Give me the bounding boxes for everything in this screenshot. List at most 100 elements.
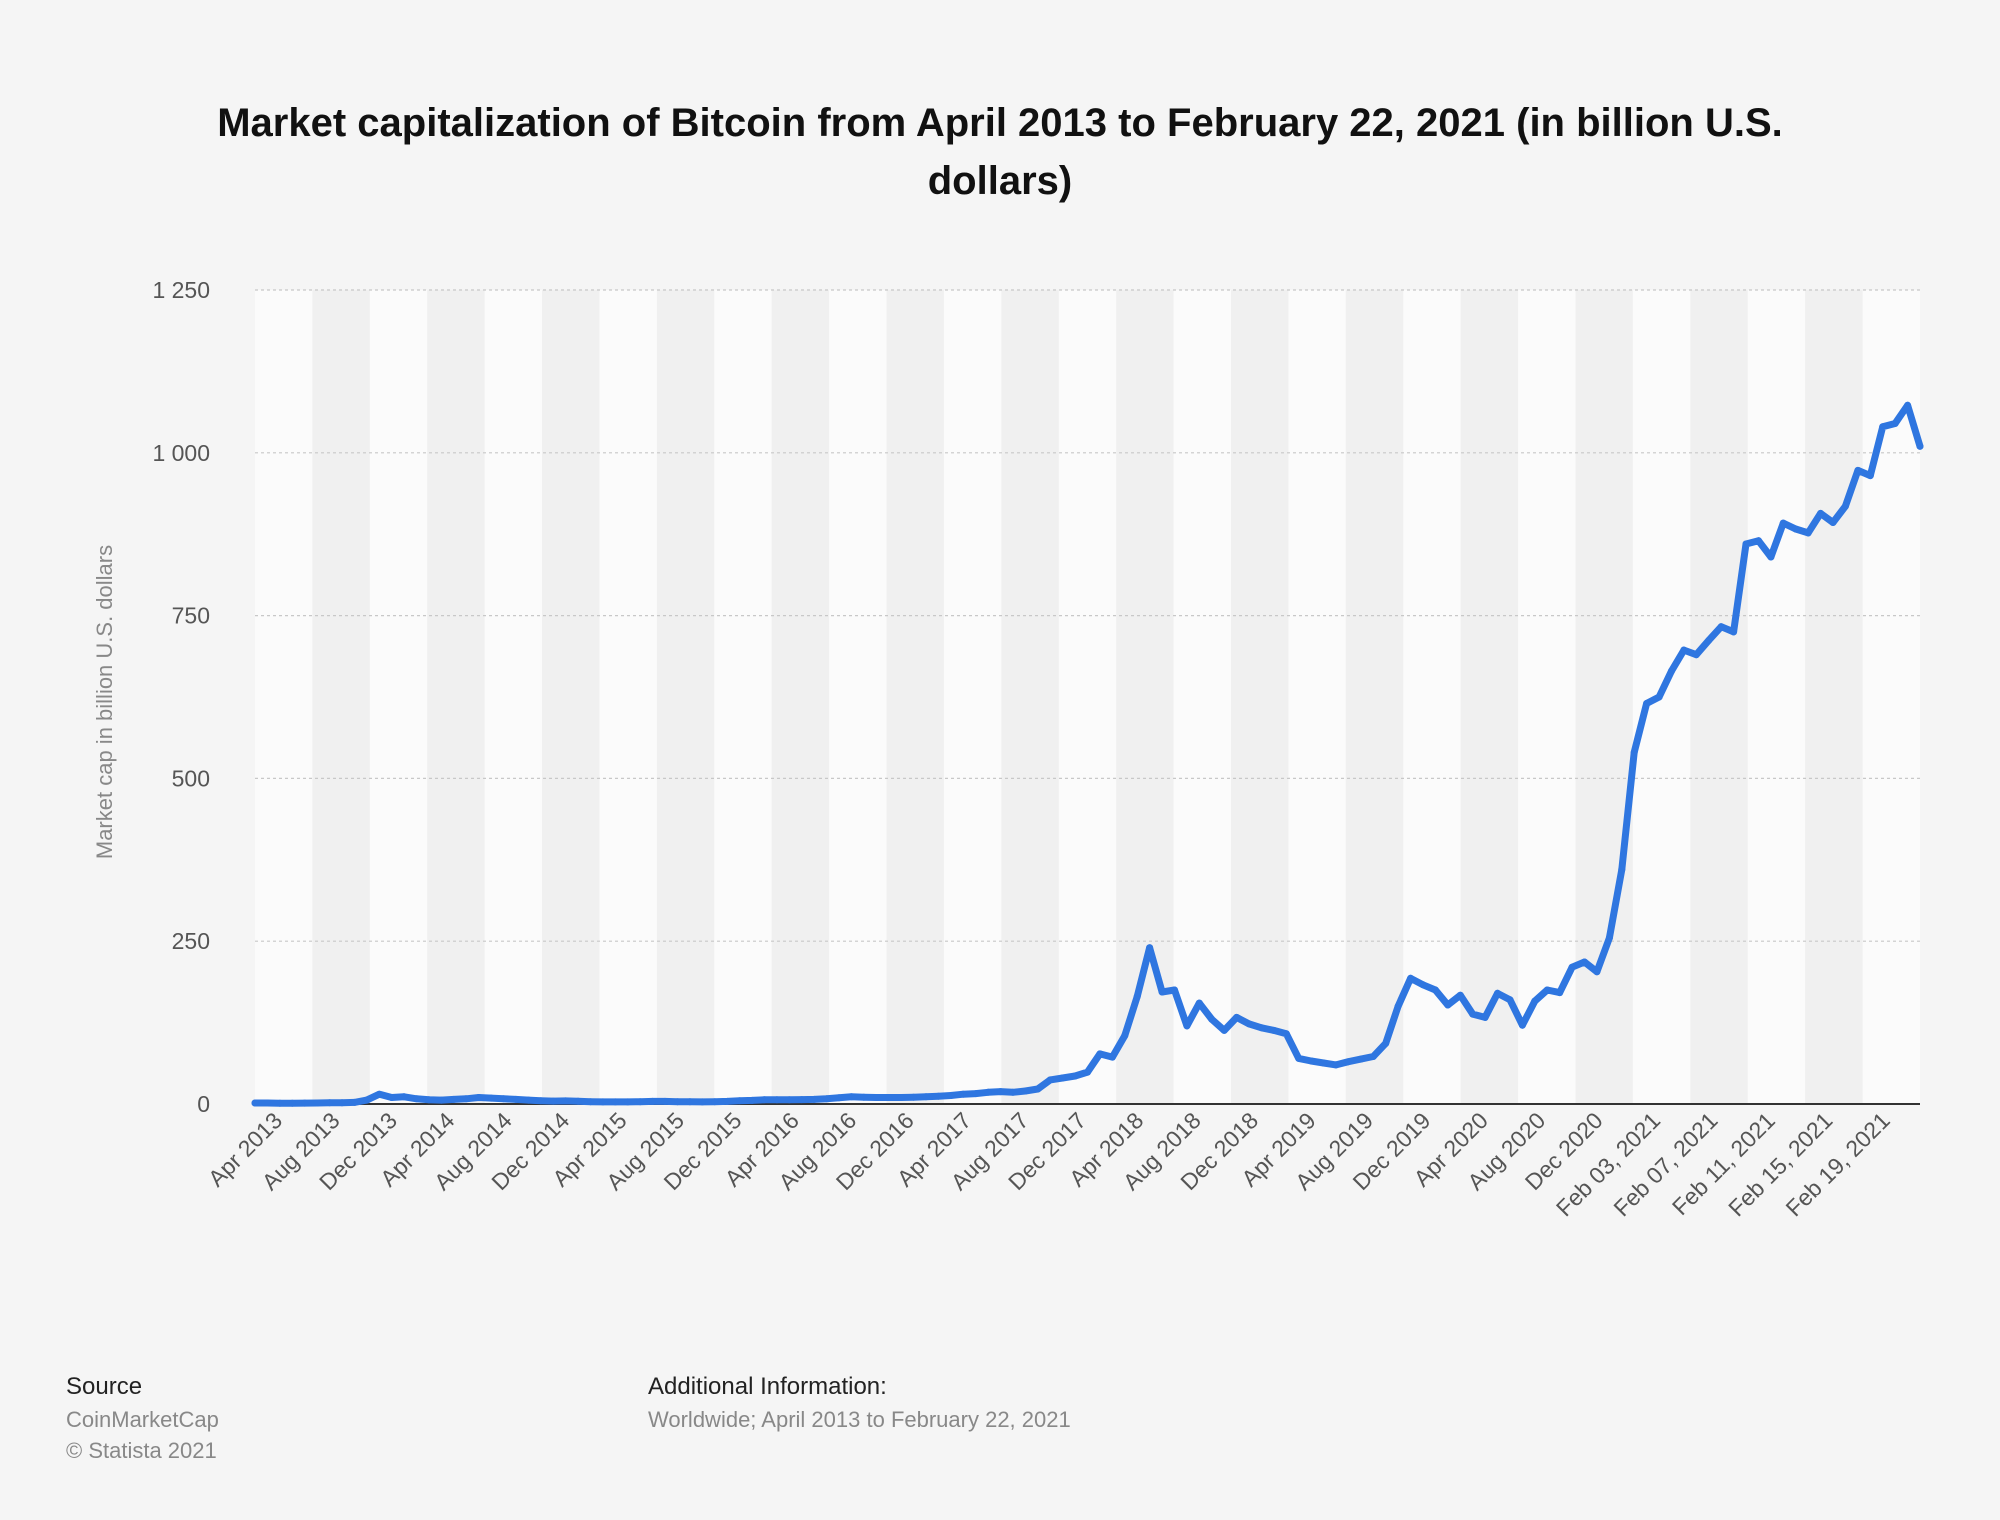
data-point bbox=[1531, 997, 1539, 1005]
data-point bbox=[413, 1095, 420, 1103]
background-band bbox=[369, 290, 428, 1104]
data-point bbox=[1494, 989, 1501, 997]
data-point bbox=[1071, 1072, 1079, 1080]
data-point bbox=[1332, 1061, 1340, 1069]
background-band bbox=[312, 290, 370, 1104]
data-point bbox=[450, 1095, 458, 1103]
data-point bbox=[785, 1096, 793, 1104]
data-point bbox=[661, 1097, 669, 1105]
data-point bbox=[375, 1090, 383, 1098]
data-point bbox=[1133, 993, 1141, 1001]
data-point bbox=[1481, 1013, 1489, 1021]
data-point bbox=[1866, 472, 1874, 480]
data-point bbox=[562, 1097, 570, 1105]
data-point bbox=[1717, 623, 1725, 631]
data-point bbox=[1183, 1022, 1191, 1030]
data-point bbox=[611, 1098, 619, 1106]
data-point bbox=[997, 1088, 1004, 1096]
data-point bbox=[760, 1096, 768, 1104]
data-point bbox=[1245, 1020, 1253, 1028]
data-point bbox=[363, 1096, 371, 1104]
data-point bbox=[1258, 1024, 1265, 1032]
background-band bbox=[1116, 290, 1174, 1104]
chart-title: Market capitalization of Bitcoin from Ap… bbox=[217, 101, 1783, 203]
y-axis-ticks: 0 250 500 750 1 000 1 250 bbox=[152, 277, 210, 1117]
data-point bbox=[1655, 693, 1663, 701]
data-point bbox=[1121, 1032, 1129, 1040]
data-point bbox=[1220, 1026, 1228, 1034]
data-point bbox=[959, 1090, 967, 1098]
data-point bbox=[437, 1096, 445, 1104]
data-point bbox=[1817, 509, 1825, 517]
background-band bbox=[427, 290, 485, 1104]
background-band bbox=[1518, 290, 1576, 1104]
data-point bbox=[649, 1097, 657, 1105]
series-group bbox=[251, 401, 1924, 1107]
source-name[interactable]: CoinMarketCap bbox=[66, 1407, 219, 1432]
data-point bbox=[1556, 989, 1564, 997]
data-point bbox=[1394, 1002, 1402, 1010]
data-point bbox=[1605, 934, 1613, 942]
data-point bbox=[475, 1094, 483, 1101]
y-tick-label: 750 bbox=[172, 603, 210, 629]
data-point bbox=[500, 1095, 507, 1103]
y-tick-label: 250 bbox=[172, 928, 210, 954]
data-point bbox=[1916, 442, 1924, 450]
background-band bbox=[1575, 290, 1633, 1104]
data-point bbox=[549, 1097, 557, 1105]
data-point bbox=[823, 1095, 831, 1103]
data-point bbox=[1593, 968, 1601, 976]
data-point bbox=[748, 1096, 756, 1104]
data-point bbox=[1730, 628, 1738, 636]
data-point bbox=[338, 1099, 346, 1107]
data-point bbox=[599, 1098, 607, 1106]
background-band bbox=[1747, 290, 1806, 1104]
data-point bbox=[288, 1099, 296, 1107]
data-point bbox=[773, 1096, 781, 1104]
data-point bbox=[1456, 991, 1464, 999]
data-point bbox=[1021, 1087, 1029, 1095]
data-point bbox=[711, 1098, 719, 1106]
data-point bbox=[487, 1094, 495, 1102]
data-point bbox=[624, 1098, 632, 1106]
data-point bbox=[251, 1099, 259, 1107]
additional-info-heading: Additional Information: bbox=[648, 1373, 887, 1400]
gridlines bbox=[255, 289, 1920, 942]
data-point bbox=[1705, 636, 1713, 644]
copyright-text: © Statista 2021 bbox=[66, 1438, 217, 1463]
data-point bbox=[425, 1096, 433, 1104]
data-point bbox=[723, 1097, 731, 1105]
data-point bbox=[388, 1094, 396, 1101]
data-point bbox=[810, 1095, 818, 1103]
background-band bbox=[599, 290, 657, 1104]
background-band bbox=[829, 290, 887, 1104]
data-point bbox=[1046, 1076, 1054, 1084]
background-band bbox=[255, 290, 313, 1104]
data-point bbox=[1568, 963, 1576, 971]
background-band bbox=[771, 290, 830, 1104]
data-point bbox=[1307, 1057, 1315, 1065]
data-point bbox=[1692, 651, 1700, 659]
data-point bbox=[400, 1093, 408, 1101]
data-point bbox=[984, 1088, 992, 1096]
data-point bbox=[1344, 1058, 1352, 1066]
data-point bbox=[350, 1098, 358, 1106]
data-point bbox=[922, 1093, 930, 1101]
data-point bbox=[1804, 529, 1812, 537]
data-point bbox=[1431, 986, 1439, 994]
background-band bbox=[1690, 290, 1748, 1104]
additional-info-text: Worldwide; April 2013 to February 22, 20… bbox=[648, 1407, 1071, 1432]
background-bands bbox=[255, 290, 1920, 1104]
data-point bbox=[698, 1098, 706, 1106]
data-point bbox=[1792, 525, 1800, 533]
background-band bbox=[1345, 290, 1404, 1104]
background-band bbox=[943, 290, 1002, 1104]
data-point bbox=[574, 1097, 582, 1105]
data-point bbox=[1879, 423, 1887, 431]
data-point bbox=[1208, 1015, 1216, 1023]
data-point bbox=[1108, 1053, 1116, 1061]
data-point bbox=[326, 1099, 334, 1107]
data-point bbox=[934, 1092, 942, 1100]
